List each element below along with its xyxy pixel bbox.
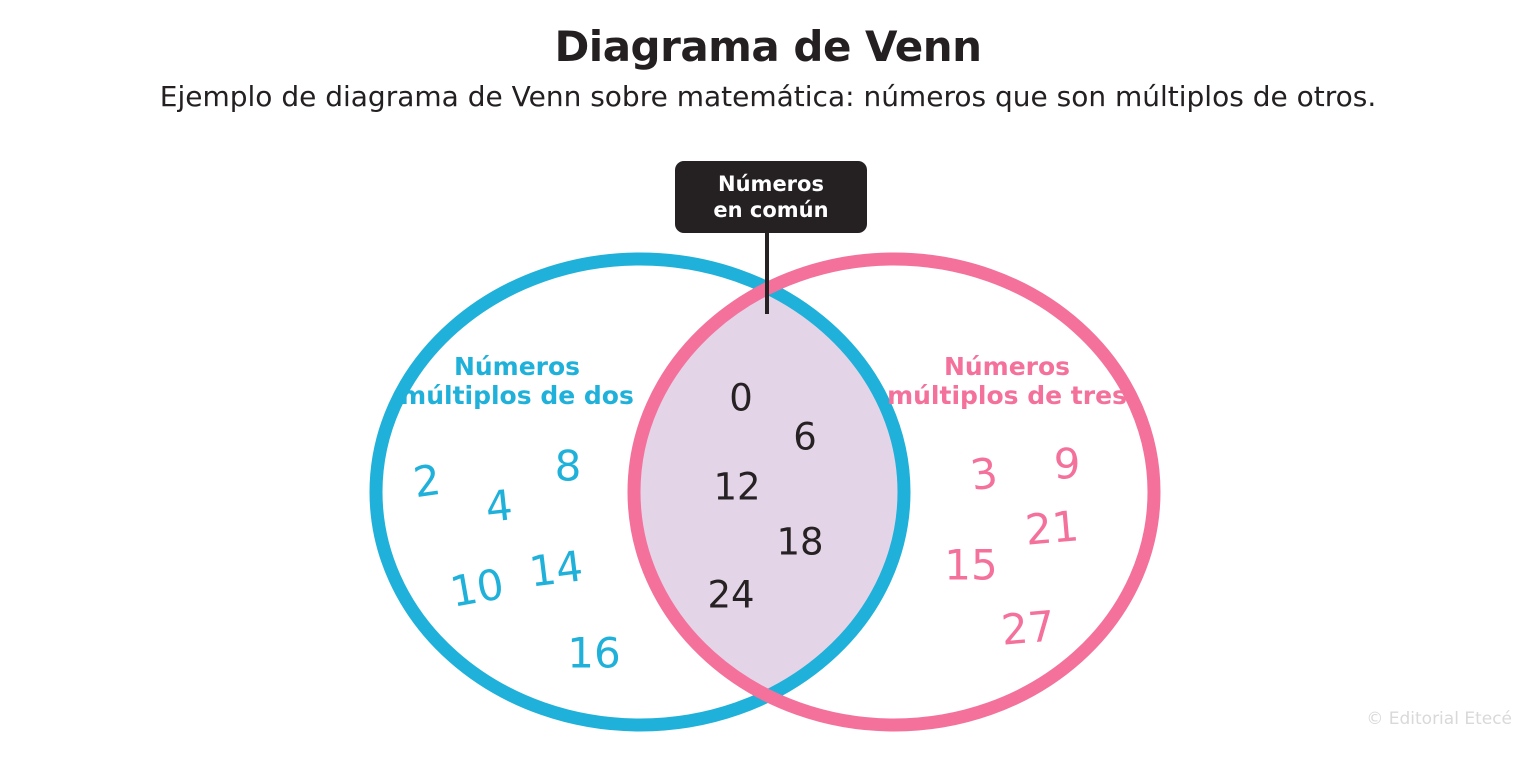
- venn-number-8: 8: [554, 441, 582, 491]
- venn-number-24: 24: [707, 573, 755, 617]
- credit-text: © Editorial Etecé: [1366, 709, 1512, 729]
- left-circle: [369, 252, 911, 732]
- common-numbers-callout: Números en común: [675, 161, 867, 233]
- venn-number-27: 27: [999, 601, 1057, 655]
- left-set-label: Números múltiplos de dos: [367, 352, 667, 410]
- right-set-label-line2: múltiplos de tres: [887, 381, 1127, 410]
- callout-line2: en común: [713, 198, 829, 222]
- right-circle: [627, 252, 1161, 732]
- venn-number-9: 9: [1053, 439, 1081, 489]
- venn-number-16: 16: [567, 628, 621, 678]
- left-set-label-line1: Números: [453, 352, 581, 381]
- page-title: Diagrama de Venn: [554, 22, 982, 71]
- venn-number-10: 10: [446, 559, 508, 617]
- venn-number-4: 4: [483, 480, 515, 532]
- callout-line1: Números: [718, 172, 824, 196]
- venn-number-18: 18: [776, 520, 824, 564]
- venn-number-12: 12: [713, 465, 761, 509]
- venn-number-21: 21: [1023, 501, 1081, 555]
- page-subtitle: Ejemplo de diagrama de Venn sobre matemá…: [159, 80, 1377, 113]
- venn-number-6: 6: [793, 415, 817, 459]
- left-set-label-line2: múltiplos de dos: [400, 381, 634, 410]
- venn-number-0: 0: [729, 376, 753, 420]
- right-set-label-line1: Números: [943, 352, 1071, 381]
- venn-number-15: 15: [944, 540, 998, 590]
- right-set-label: Números múltiplos de tres: [857, 352, 1157, 410]
- venn-number-14: 14: [526, 541, 586, 597]
- intersection-fill: [634, 259, 904, 725]
